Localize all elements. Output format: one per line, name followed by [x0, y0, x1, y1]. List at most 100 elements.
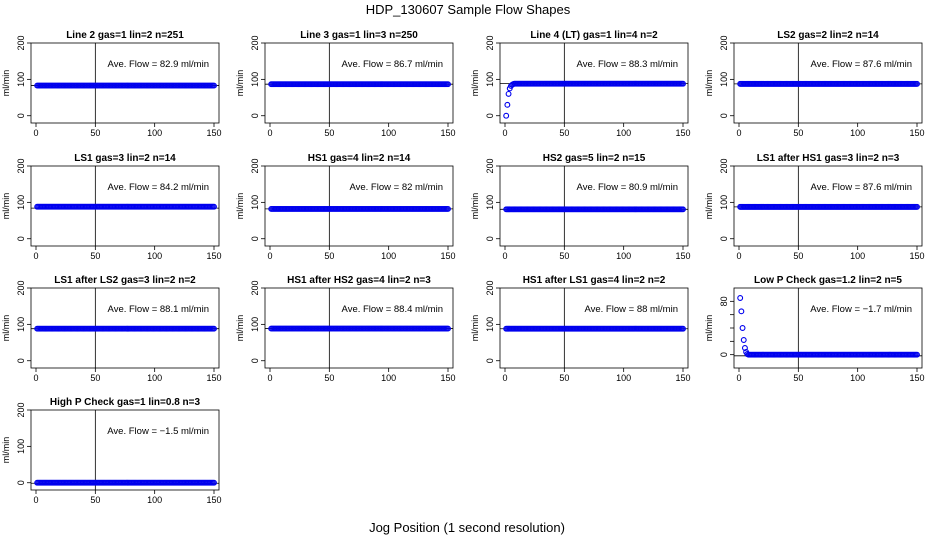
y-axis-label: ml/min — [470, 193, 480, 220]
data-point — [211, 325, 217, 332]
x-tick-label: 150 — [440, 128, 455, 138]
data-points — [34, 325, 217, 332]
y-tick-label: 100 — [485, 72, 495, 87]
data-point — [445, 205, 451, 212]
x-tick-label: 150 — [206, 128, 221, 138]
plot-frame — [499, 165, 689, 247]
y-tick-label: 200 — [250, 158, 260, 173]
y-tick-label: 100 — [250, 195, 260, 210]
x-tick-label: 50 — [90, 128, 100, 138]
x-tick-label: 50 — [90, 373, 100, 383]
x-tick-label: 0 — [33, 495, 38, 505]
x-tick-label: 100 — [616, 251, 631, 261]
x-tick-label: 50 — [324, 251, 334, 261]
panel-9: LS1 after LS2 gas=3 lin=2 n=2 0 50 100 150 0 1… — [1, 275, 222, 383]
x-tick-label: 150 — [675, 251, 690, 261]
data-points — [737, 80, 920, 87]
x-tick-label: 100 — [616, 128, 631, 138]
data-points — [268, 81, 451, 88]
panel-7: HS2 gas=5 lin=2 n=15 0 50 100 150 0 100 200 ml/m… — [470, 153, 691, 261]
average-flow-annotation: Ave. Flow = −1.5 ml/min — [107, 426, 209, 437]
data-point — [914, 203, 920, 210]
x-tick-label: 50 — [324, 373, 334, 383]
plot-frame — [733, 42, 923, 124]
x-tick-label: 100 — [147, 495, 162, 505]
average-flow-annotation: Ave. Flow = 88.1 ml/min — [108, 304, 209, 315]
panel-3: Line 4 (LT) gas=1 lin=4 n=2 0 50 100 150 0 100… — [470, 30, 691, 138]
average-flow-annotation: Ave. Flow = 87.6 ml/min — [811, 182, 912, 193]
data-point — [914, 351, 920, 358]
y-axis-label: ml/min — [704, 70, 714, 97]
x-tick-label: 150 — [909, 373, 924, 383]
y-tick-label: 100 — [719, 72, 729, 87]
y-axis-label: ml/min — [1, 437, 11, 464]
data-points — [737, 203, 920, 210]
plot-frame — [30, 165, 220, 247]
average-flow-annotation: Ave. Flow = 82.9 ml/min — [108, 59, 209, 70]
y-tick-label: 100 — [16, 195, 26, 210]
panel-5: LS1 gas=3 lin=2 n=14 0 50 100 150 0 100 200 ml/m… — [1, 153, 222, 261]
panel-title: HS1 after HS2 gas=4 lin=2 n=3 — [287, 275, 431, 286]
x-tick-label: 0 — [267, 251, 272, 261]
y-axis-label: ml/min — [235, 315, 245, 342]
data-point — [503, 112, 510, 119]
x-tick-label: 50 — [793, 128, 803, 138]
panel-title: Line 2 gas=1 lin=2 n=251 — [66, 30, 184, 41]
figure-xlabel: Jog Position (1 second resolution) — [369, 520, 565, 535]
average-flow-annotation: Ave. Flow = 88.3 ml/min — [577, 59, 678, 70]
y-tick-label: 0 — [16, 236, 26, 241]
y-tick-label: 100 — [485, 195, 495, 210]
x-tick-label: 0 — [502, 251, 507, 261]
y-axis-label: ml/min — [704, 193, 714, 220]
x-tick-label: 150 — [909, 128, 924, 138]
panel-8: LS1 after HS1 gas=3 lin=2 n=3 0 50 100 150 0 1… — [704, 153, 925, 261]
y-tick-label: 200 — [719, 158, 729, 173]
average-flow-annotation: Ave. Flow = 87.6 ml/min — [811, 59, 912, 70]
data-point — [738, 308, 745, 315]
y-tick-label: 100 — [250, 72, 260, 87]
panel-title: Low P Check gas=1.2 lin=2 n=5 — [754, 275, 902, 286]
x-tick-label: 100 — [147, 251, 162, 261]
panel-title: HS1 gas=4 lin=2 n=14 — [308, 153, 411, 164]
data-points — [34, 479, 217, 486]
x-tick-label: 0 — [267, 128, 272, 138]
panel-title: High P Check gas=1 lin=0.8 n=3 — [50, 397, 201, 408]
y-tick-label: 200 — [485, 35, 495, 50]
data-point — [680, 80, 686, 87]
x-tick-label: 0 — [736, 128, 741, 138]
y-tick-label: 200 — [485, 158, 495, 173]
panel-13: High P Check gas=1 lin=0.8 n=3 0 50 100 150 0… — [1, 397, 222, 505]
y-axis-label: ml/min — [470, 315, 480, 342]
panel-title: LS1 after LS2 gas=3 lin=2 n=2 — [54, 275, 196, 286]
plot-frame — [30, 287, 220, 369]
data-points — [34, 82, 217, 89]
y-tick-label: 100 — [250, 317, 260, 332]
x-tick-label: 150 — [206, 251, 221, 261]
x-tick-label: 50 — [559, 373, 569, 383]
plot-frame — [499, 287, 689, 369]
panel-6: HS1 gas=4 lin=2 n=14 0 50 100 150 0 100 200 ml/m… — [235, 153, 456, 261]
x-tick-label: 150 — [675, 128, 690, 138]
panel-title: HS2 gas=5 lin=2 n=15 — [543, 153, 646, 164]
panel-grid: Line 2 gas=1 lin=2 n=251 0 50 100 150 0 100 200… — [1, 30, 925, 505]
y-tick-label: 200 — [16, 158, 26, 173]
data-points — [268, 325, 451, 332]
y-axis-label: ml/min — [704, 315, 714, 342]
y-tick-label: 0 — [16, 358, 26, 363]
data-points — [503, 325, 686, 332]
data-point — [211, 203, 217, 210]
plot-frame — [499, 42, 689, 124]
y-tick-label: 0 — [485, 113, 495, 118]
data-point — [211, 82, 217, 89]
y-tick-label: 200 — [485, 280, 495, 295]
y-tick-label: 100 — [719, 195, 729, 210]
y-tick-label: 100 — [16, 317, 26, 332]
y-tick-label: 100 — [485, 317, 495, 332]
figure-title: HDP_130607 Sample Flow Shapes — [366, 2, 571, 17]
x-tick-label: 100 — [381, 128, 396, 138]
panel-title: LS1 after HS1 gas=3 lin=2 n=3 — [757, 153, 900, 164]
panel-title: LS1 gas=3 lin=2 n=14 — [74, 153, 176, 164]
y-tick-label: 80 — [719, 296, 729, 306]
data-points — [503, 80, 686, 119]
